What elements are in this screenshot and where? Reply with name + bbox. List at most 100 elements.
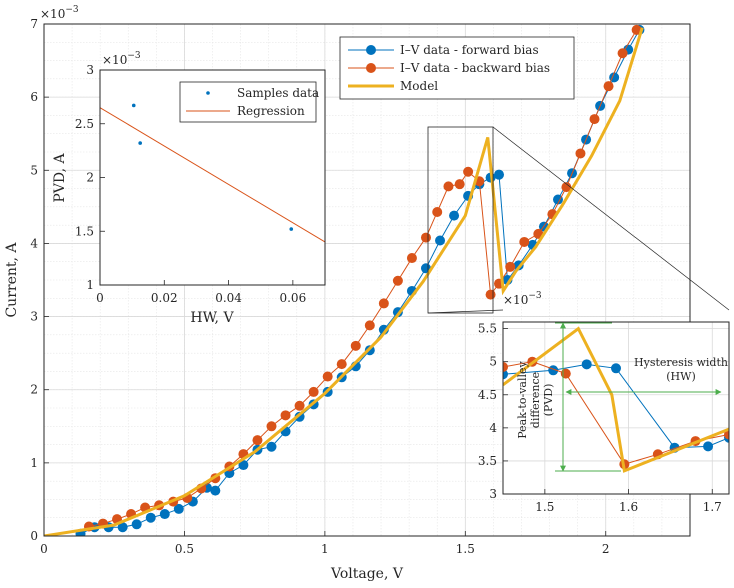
inset-pvd-ticks: 0 0.02 0.04 0.06 1 1.5 2 2.5 3 bbox=[75, 63, 306, 305]
inset-pvd-ytick-label: 1 bbox=[86, 278, 94, 292]
legend-label-forward: I–V data - forward bias bbox=[400, 43, 539, 57]
main-point-0 bbox=[435, 235, 446, 246]
inset-pvd-exponent-label: ×10−3 bbox=[102, 51, 141, 67]
main-point-1 bbox=[589, 114, 600, 125]
main-point-1 bbox=[485, 289, 496, 300]
main-point-0 bbox=[145, 512, 156, 523]
main-point-1 bbox=[575, 148, 586, 159]
inset-pvd-ytick-label: 2.5 bbox=[75, 117, 94, 131]
inset-pvd-ytick-label: 3 bbox=[86, 63, 94, 77]
inset-zoom-point-0 bbox=[611, 363, 621, 374]
inset-pvd-series-line-1 bbox=[100, 107, 325, 243]
main-point-1 bbox=[420, 232, 431, 243]
main-ytick-label: 2 bbox=[30, 383, 38, 397]
main-point-1 bbox=[364, 320, 375, 331]
main-series-line-2 bbox=[44, 27, 644, 536]
main-exponent-power: −3 bbox=[65, 5, 79, 15]
inset-zoom-xtick-label: 1.7 bbox=[703, 500, 722, 514]
inset-zoom-ytick-label: 5 bbox=[489, 355, 497, 369]
main-point-1 bbox=[350, 340, 361, 351]
inset-pvd-series-layer bbox=[100, 103, 325, 243]
main-point-1 bbox=[280, 410, 291, 421]
main-point-0 bbox=[449, 210, 460, 221]
inset-pvd-ytick-label: 1.5 bbox=[75, 224, 94, 238]
main-xtick-label: 0 bbox=[40, 542, 48, 556]
inset-pvd-xlabel: HW, V bbox=[190, 310, 234, 326]
inset-zoom-point-0 bbox=[703, 441, 714, 452]
main-point-1 bbox=[378, 298, 389, 309]
inset-pvd-xtick-label: 0.06 bbox=[279, 291, 306, 305]
main-point-1 bbox=[561, 182, 572, 193]
legend-label-backward: I–V data - backward bias bbox=[400, 61, 550, 75]
main-point-0 bbox=[117, 522, 128, 533]
main-point-1 bbox=[617, 48, 628, 59]
main-point-1 bbox=[392, 275, 403, 286]
inset-pvd-legend-box bbox=[179, 81, 317, 123]
main-ytick-label: 4 bbox=[30, 236, 38, 250]
inset-zoom-xtick-label: 1.6 bbox=[619, 500, 638, 514]
hw-annotation-line1: Hysteresis width bbox=[634, 356, 728, 369]
inset-pvd-ylabel: PVD, A bbox=[52, 152, 68, 202]
main-xtick-label: 1.5 bbox=[456, 542, 475, 556]
inset-zoom-xtick-label: 1.5 bbox=[535, 500, 554, 514]
main-point-1 bbox=[336, 359, 347, 370]
inset-zoom-ytick-label: 4 bbox=[489, 421, 497, 435]
pvd-annotation-line3: (PVD) bbox=[542, 384, 555, 417]
main-point-1 bbox=[432, 206, 443, 217]
inset-pvd-xtick-label: 0 bbox=[96, 291, 104, 305]
inset-zoom-ytick-label: 5.5 bbox=[478, 322, 497, 336]
main-point-0 bbox=[238, 460, 249, 471]
main-xtick-label: 0.5 bbox=[175, 542, 194, 556]
main-ytick-label: 3 bbox=[30, 310, 38, 324]
inset-zoom-frame bbox=[502, 321, 730, 495]
legend-marker-forward bbox=[366, 45, 376, 55]
main-point-0 bbox=[173, 503, 184, 514]
pvd-annotation: Peak-to-valley difference (PVD) bbox=[516, 360, 555, 438]
main-xlabel: Voltage, V bbox=[330, 566, 404, 582]
main-point-0 bbox=[552, 194, 563, 205]
zoom-region-rect bbox=[427, 126, 494, 314]
main-point-1 bbox=[294, 400, 305, 411]
zoom-connector-bottom bbox=[427, 309, 504, 314]
main-ytick-label: 7 bbox=[30, 17, 38, 31]
main-point-0 bbox=[266, 441, 277, 452]
inset-zoom-point-1 bbox=[560, 368, 571, 379]
inset-legend-marker-samples bbox=[206, 91, 210, 95]
main-point-1 bbox=[308, 386, 319, 397]
pvd-annotation-line1: Peak-to-valley bbox=[516, 360, 529, 438]
main-point-0 bbox=[131, 519, 142, 530]
main-point-0 bbox=[210, 485, 221, 496]
legend-label-model: Model bbox=[400, 79, 438, 93]
main-point-1 bbox=[631, 24, 642, 35]
main-point-1 bbox=[443, 181, 454, 192]
inset-zoom-series-layer bbox=[503, 326, 729, 473]
main-ytick-label: 6 bbox=[30, 90, 38, 104]
inset-legend-label-regression: Regression bbox=[237, 104, 305, 118]
inset-zoom-background bbox=[503, 322, 729, 494]
pvd-annotation-line2: difference bbox=[529, 372, 542, 428]
main-point-1 bbox=[454, 179, 465, 190]
inset-zoom-ticks: 1.5 1.6 1.7 3 3.5 4 4.5 5 5.5 bbox=[478, 322, 722, 514]
main-point-1 bbox=[519, 236, 530, 247]
zoom-connector-top bbox=[492, 126, 730, 311]
inset-zoom-exponent-power: −3 bbox=[528, 291, 542, 301]
main-series-layer bbox=[44, 24, 645, 536]
inset-pvd-xtick-label: 0.02 bbox=[151, 291, 178, 305]
inset-pvd-xtick-label: 0.04 bbox=[215, 291, 242, 305]
main-xtick-label: 1 bbox=[321, 542, 329, 556]
inset-zoom-ytick-label: 3 bbox=[489, 487, 497, 501]
main-ytick-label: 0 bbox=[30, 529, 38, 543]
main-ylabel: Current, A bbox=[4, 242, 20, 318]
main-xtick-label: 2 bbox=[602, 542, 610, 556]
inset-pvd-sample-point bbox=[131, 103, 136, 108]
hw-annotation-line2: (HW) bbox=[666, 370, 695, 383]
inset-legend-label-samples: Samples data bbox=[237, 86, 319, 100]
main-point-1 bbox=[322, 371, 333, 382]
inset-zoom-axes: 1.5 1.6 1.7 3 3.5 4 4.5 5 5.5 ×10−3 Hysteresis w… bbox=[478, 291, 730, 514]
main-exponent-label: ×10−3 bbox=[40, 5, 79, 21]
inset-pvd-sample-point bbox=[289, 227, 294, 231]
main-point-0 bbox=[494, 169, 505, 180]
inset-zoom-point-1 bbox=[503, 361, 508, 372]
